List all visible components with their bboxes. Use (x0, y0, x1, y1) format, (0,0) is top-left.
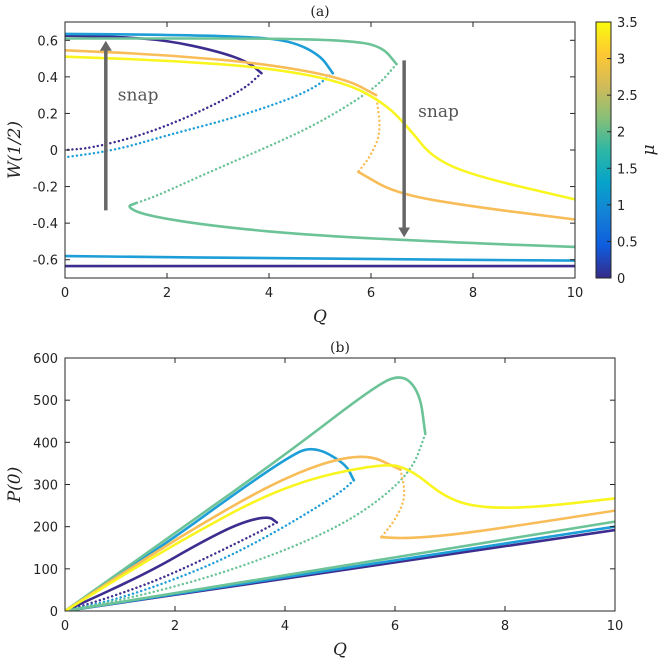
colorbar: 0 0.5 1 1.5 2 2.5 3 3.5 μ (595, 16, 659, 287)
x-tick-label: 2 (163, 286, 171, 301)
curve-mu-0.3-unstable_dotted (65, 72, 263, 152)
curve-mu-3.5-stable (65, 464, 615, 611)
curve-mu-1.3-unstable_dotted (65, 479, 355, 611)
x-tick-label: 2 (171, 619, 179, 634)
curve-mu-1.3-lower_stable (65, 254, 575, 262)
colorbar-tick-label: 2 (617, 126, 625, 141)
curve-mu-2.9-unstable_dotted (380, 468, 406, 539)
y-tick-label: 300 (33, 479, 58, 494)
curve-mu-2.1-unstable_dotted (65, 432, 427, 611)
y-tick-label: 0.6 (37, 34, 58, 49)
snap-label: snap (418, 102, 459, 122)
y-tick-label: 0.4 (37, 71, 58, 86)
y-tick-label: 600 (33, 352, 58, 367)
curve-mu-2.9-lower_stable (357, 170, 575, 221)
x-tick-label: 8 (501, 619, 509, 634)
y-tick-label: 0 (50, 605, 58, 620)
chart-title: (a) (310, 4, 329, 20)
x-tick-label: 10 (567, 286, 584, 301)
x-tick-label: 0 (61, 619, 69, 634)
curves (65, 32, 575, 268)
x-tick-label: 6 (367, 286, 375, 301)
curve-mu-2.9-upper_stable (65, 49, 378, 97)
curve-mu-2.1-lower_stable (65, 520, 615, 611)
y-tick-label: -0.2 (33, 181, 58, 196)
curves (65, 376, 615, 611)
y-tick-label: 500 (33, 394, 58, 409)
y-axis-label: W(1/2) (5, 121, 25, 179)
x-axis-label: Q (333, 640, 347, 660)
x-tick-label: 10 (607, 619, 624, 634)
colorbar-tick-label: 2.5 (617, 89, 638, 104)
x-tick-label: 4 (281, 619, 289, 634)
curve-mu-2.9-unstable_dotted (357, 93, 381, 174)
curve-mu-0.3-upper_stable (65, 516, 279, 611)
colorbar-tick-label: 1 (617, 199, 625, 214)
y-tick-label: 400 (33, 436, 58, 451)
curve-mu-2.1-lower_stable_from_fold (128, 201, 575, 249)
curve-mu-0.3-upper_stable (65, 34, 263, 75)
colorbar-tick-label: 0.5 (617, 235, 638, 250)
chart-panel-a: 0 2 4 6 8 10-0.6-0.4-0.200.20.40.6(a)QW(1/2)s… (5, 4, 659, 327)
x-tick-label: 4 (265, 286, 273, 301)
y-tick-label: 200 (33, 521, 58, 536)
curve-mu-3.5-stable (65, 55, 575, 201)
colorbar-label: μ (639, 144, 659, 155)
curve-mu-2.1-upper_stable (65, 37, 398, 66)
colorbar-gradient (595, 21, 612, 279)
chart-title: (b) (330, 340, 350, 356)
curve-mu-2.9-lower_stable (380, 509, 615, 540)
colorbar-tick-label: 3 (617, 53, 625, 68)
curve-mu-2.1-upper_stable (65, 376, 427, 611)
y-tick-label: -0.4 (33, 217, 58, 232)
snap-label: snap (118, 86, 159, 106)
x-tick-label: 0 (61, 286, 69, 301)
curve-mu-1.3-upper_stable (65, 32, 335, 75)
x-tick-label: 6 (391, 619, 399, 634)
y-axis-label: P(0) (5, 467, 25, 504)
x-tick-label: 8 (469, 286, 477, 301)
curve-mu-0.3-unstable_dotted (65, 521, 278, 611)
colorbar-tick-label: 3.5 (617, 16, 638, 31)
y-tick-label: 0.2 (37, 107, 58, 122)
colorbar-tick-label: 0 (617, 272, 625, 287)
y-tick-label: -0.6 (33, 254, 58, 269)
colorbar-tick-label: 1.5 (617, 162, 638, 177)
y-tick-label: 100 (33, 563, 58, 578)
y-tick-label: 0 (50, 144, 58, 159)
x-axis-label: Q (313, 307, 327, 327)
